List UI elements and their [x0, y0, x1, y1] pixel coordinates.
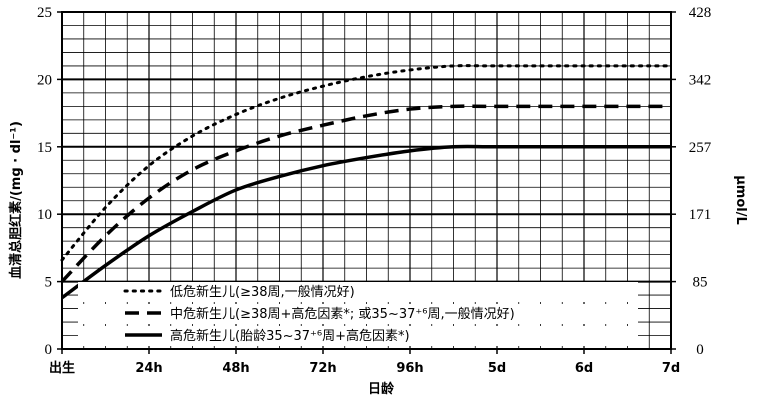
y-tick-label: 10 [37, 207, 52, 223]
y2-tick-label: 85 [693, 275, 708, 291]
y2-tick-label: 0 [696, 342, 704, 358]
y2-tick-label: 171 [689, 207, 712, 223]
x-tick-label: 6d [575, 361, 593, 376]
legend: 低危新生儿(≥38周,一般情况好) 中危新生儿(≥38周+高危因素*; 或35~3… [78, 282, 638, 346]
x-tick-label: 7d [662, 361, 680, 376]
y-tick-label: 0 [45, 342, 53, 358]
series-line-2 [60, 104, 671, 283]
x-tick-label: 72h [309, 361, 336, 376]
legend-bg [78, 282, 638, 302]
legend-label-3: 高危新生儿(胎龄35~37⁺⁶周+高危因素*) [170, 328, 410, 344]
x-tick-label: 48h [222, 361, 249, 376]
y2-tick-label: 428 [689, 5, 712, 21]
plot-frame [61, 11, 672, 350]
y-tick-label: 20 [37, 72, 52, 88]
legend-bg [78, 326, 638, 346]
y-axis-label: 血清总胆红素/(mg · dl⁻¹) [8, 121, 24, 279]
x-tick-label: 24h [135, 361, 162, 376]
x-tick-label: 5d [488, 361, 506, 376]
legend-label-2: 中危新生儿(≥38周+高危因素*; 或35~37⁺⁶周,一般情况好) [170, 306, 515, 322]
y-tick-label: 25 [37, 5, 52, 21]
x-tick-label: 96h [396, 361, 423, 376]
y-tick-label: 5 [45, 275, 53, 291]
y2-tick-label: 257 [689, 140, 712, 156]
tick-labels: 0 5 10 15 20 25 0 85 171 257 342 428 出生 24h 48h 72h 96h 5… [37, 5, 712, 376]
y2-tick-label: 342 [689, 72, 712, 88]
y2-axis-label: μmol/L [733, 175, 748, 225]
y-tick-label: 15 [37, 140, 52, 156]
x-axis-label: 日龄 [368, 381, 395, 397]
legend-bg [78, 304, 638, 324]
x-tick-label: 出生 [49, 360, 75, 376]
legend-label-1: 低危新生儿(≥38周,一般情况好) [170, 284, 355, 300]
series-line-3 [60, 144, 671, 300]
series-lines [60, 64, 673, 300]
